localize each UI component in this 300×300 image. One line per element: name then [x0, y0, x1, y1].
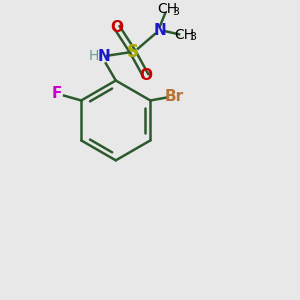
- Text: 3: 3: [189, 32, 196, 42]
- Text: O: O: [111, 20, 124, 35]
- Text: CH: CH: [157, 2, 177, 16]
- Text: N: N: [154, 23, 166, 38]
- Text: O: O: [139, 68, 152, 83]
- Text: F: F: [52, 86, 62, 101]
- Text: N: N: [97, 49, 110, 64]
- Text: S: S: [127, 43, 139, 61]
- Text: 3: 3: [172, 7, 179, 16]
- Text: Br: Br: [165, 89, 184, 104]
- Text: H: H: [88, 49, 99, 63]
- Text: CH: CH: [174, 28, 194, 42]
